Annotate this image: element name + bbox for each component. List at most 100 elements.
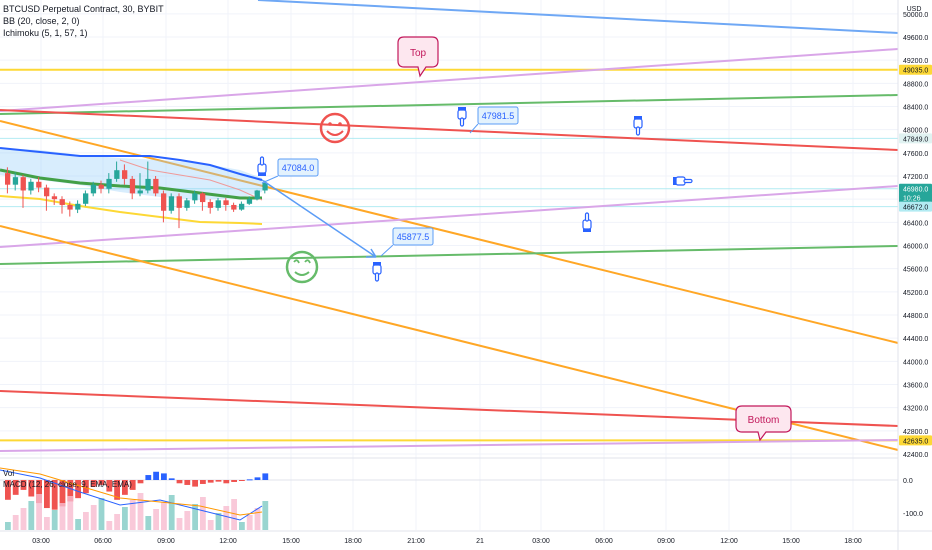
symbol-title[interactable]: BTCUSD Perpetual Contract, 30, BYBIT (3, 4, 164, 14)
pointing-hand-icon (372, 262, 382, 282)
price-tick-label: 45600.0 (903, 267, 928, 274)
candle-body (122, 170, 128, 179)
candle-body (246, 199, 253, 204)
callout-47981-pointer (469, 123, 479, 134)
time-tick-label: 06:00 (595, 538, 613, 545)
price-badge (899, 435, 932, 446)
volume-bar (145, 516, 152, 530)
price-tick-label: 44800.0 (903, 313, 928, 320)
time-tick-label: 09:00 (657, 538, 675, 545)
volume-bar (106, 521, 113, 530)
macd-signal-line (0, 467, 263, 516)
happy-face-icon (319, 112, 351, 144)
macd-histogram-bar (36, 480, 42, 504)
macd-histogram-bar (161, 473, 167, 480)
candle-body (90, 184, 97, 194)
callout-47981-label: 47981.5 (482, 111, 515, 121)
price-badge-label: 42635.0 (903, 438, 928, 445)
macd-histogram-bar (28, 480, 35, 497)
time-tick-label: 21:00 (407, 538, 425, 545)
macd-histogram-bar (67, 480, 74, 502)
volume-bar (231, 499, 237, 530)
price-tick-label: 43200.0 (903, 406, 928, 413)
purple-trendline-lower (0, 185, 899, 248)
volume-bar (137, 493, 144, 530)
price-tick-label: 44000.0 (903, 359, 928, 366)
candle-body (200, 193, 206, 203)
bollinger-upper-band (0, 147, 263, 181)
price-tick-label: 48400.0 (903, 105, 928, 112)
pointing-hand-icon (673, 176, 693, 186)
macd-histogram-bar (200, 480, 206, 484)
volume-bar (51, 510, 58, 530)
price-axis-background (898, 0, 932, 550)
callout-47084-box (277, 158, 319, 177)
green-trendline-lower (0, 245, 899, 265)
price-tick-label: 46000.0 (903, 244, 928, 251)
candle-body (176, 196, 182, 208)
bollinger-bands-label[interactable]: BB (20, close, 2, 0) (3, 16, 80, 26)
candle-body (239, 203, 245, 210)
macd-histogram-bar (106, 480, 113, 492)
callout-45877-label: 45877.5 (397, 232, 430, 242)
price-tick-label: 43600.0 (903, 383, 928, 390)
macd-histogram-bar (129, 480, 136, 490)
macd-label[interactable]: MACD (12, 26, close, 9, EMA, EMA) (3, 480, 132, 489)
volume-bar (122, 507, 128, 530)
ichimoku-cloud (0, 148, 262, 200)
callout-47981-box (477, 106, 519, 125)
candle-body (28, 181, 34, 191)
time-tick-label: 18:00 (844, 538, 862, 545)
indicator-legend: BTCUSD Perpetual Contract, 30, BYBIT BB … (3, 3, 164, 39)
macd-histogram-bar (75, 480, 81, 499)
blue-trendline (257, 0, 899, 34)
volume-bar (223, 506, 230, 530)
volume-bar (90, 505, 97, 530)
time-tick-label: 15:00 (782, 538, 800, 545)
volume-bar (67, 496, 74, 530)
volume-bar (28, 501, 35, 530)
time-tick-label: 03:00 (532, 538, 550, 545)
volume-bar (176, 518, 183, 530)
candle-body (207, 202, 214, 208)
price-tick-label: 46400.0 (903, 220, 928, 227)
macd-histogram-bar (207, 480, 214, 483)
volume-bar (5, 522, 11, 530)
macd-histogram-bar (98, 480, 105, 485)
bottom-label-text: Bottom (748, 415, 780, 426)
macd-histogram-bar (153, 471, 159, 480)
price-badge (899, 192, 932, 203)
volume-bar (168, 495, 175, 530)
candle-body (153, 178, 159, 194)
orange-trendline-upper (0, 120, 899, 344)
price-badge-label: 46672.0 (903, 205, 928, 212)
volume-bar (59, 503, 66, 530)
macd-histogram-bar (215, 480, 222, 482)
time-tick-label: 15:00 (282, 538, 300, 545)
price-tick-label: 44400.0 (903, 336, 928, 343)
macd-histogram-bar (137, 480, 144, 484)
axis-corner (899, 532, 932, 550)
time-tick-label: 12:00 (219, 538, 237, 545)
red-trendline-upper (0, 109, 899, 151)
candle-body (231, 204, 237, 210)
ichimoku-lagging-line (119, 159, 263, 201)
volume-bar (254, 508, 261, 530)
ichimoku-label[interactable]: Ichimoku (5, 1, 57, 1) (3, 28, 88, 38)
volume-bar (12, 515, 19, 530)
candle-body (184, 200, 190, 208)
volume-bar (192, 504, 198, 530)
price-tick-label: 42400.0 (903, 452, 928, 459)
volume-label[interactable]: Vol (3, 469, 15, 478)
macd-histogram-bar (51, 480, 58, 510)
macd-histogram-bar (168, 478, 175, 480)
price-tick-label: 50000.0 (903, 12, 928, 19)
price-tick-label: 49600.0 (903, 35, 928, 42)
macd-histogram-bar (246, 479, 253, 481)
macd-histogram-bar (184, 480, 191, 485)
price-tick-label: 49200.0 (903, 58, 928, 65)
candle-body (129, 178, 136, 194)
volume-bar (215, 513, 222, 530)
